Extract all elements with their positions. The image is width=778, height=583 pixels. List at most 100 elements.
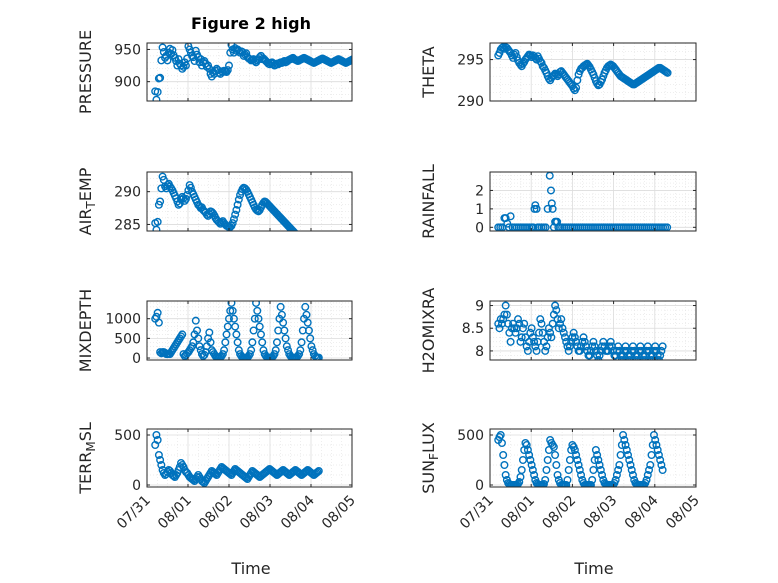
axes-box	[146, 42, 353, 102]
data-point	[247, 346, 256, 355]
data-point	[250, 314, 259, 323]
y-axis-label: H2OMIXRA	[419, 288, 438, 374]
data-point	[228, 219, 237, 228]
data-point	[547, 333, 556, 342]
data-point	[558, 324, 567, 333]
data-point	[654, 451, 663, 460]
data-point	[248, 338, 257, 347]
data-point	[575, 466, 584, 475]
data-point	[304, 326, 313, 335]
data-point	[510, 324, 519, 333]
data-point	[514, 315, 523, 324]
data-point	[658, 466, 667, 475]
data-point	[622, 446, 631, 455]
data-point	[186, 183, 195, 192]
data-point	[657, 461, 666, 470]
data-point	[306, 334, 315, 343]
data-point	[153, 217, 162, 226]
data-point	[546, 328, 555, 337]
data-point	[254, 314, 263, 323]
data-point	[290, 228, 298, 231]
data-point	[646, 461, 655, 470]
data-point	[517, 333, 526, 342]
data-point	[589, 337, 598, 346]
data-point	[255, 322, 264, 331]
data-points	[494, 43, 672, 95]
data-point	[584, 61, 593, 70]
grid	[489, 171, 697, 232]
data-point	[496, 431, 505, 440]
data-point	[656, 456, 665, 465]
data-point	[640, 356, 649, 360]
data-point	[551, 451, 560, 460]
data-points	[151, 431, 323, 487]
data-point	[572, 83, 581, 92]
data-point	[153, 436, 162, 445]
data-points	[494, 301, 667, 360]
data-point	[231, 322, 240, 331]
data-point	[520, 319, 529, 328]
data-point	[564, 346, 573, 355]
y-tick-label: 1	[475, 202, 484, 218]
y-tick-label: 900	[114, 75, 141, 91]
y-axis-label: SUNFLUX	[419, 422, 441, 494]
y-tick-label: 500	[114, 331, 141, 347]
y-tick-label: 500	[114, 428, 141, 444]
data-point	[178, 330, 187, 339]
subplot-5: 0 500 1000 MIXDEPTH	[76, 289, 353, 372]
data-point	[271, 346, 280, 355]
data-point	[617, 356, 626, 360]
data-point	[282, 342, 291, 351]
data-point	[563, 476, 572, 485]
data-point	[522, 441, 531, 450]
y-tick-label: 9	[475, 299, 484, 315]
data-point	[625, 356, 634, 360]
data-point	[541, 476, 550, 485]
data-point	[536, 315, 545, 324]
data-point	[560, 333, 569, 342]
data-point	[280, 326, 289, 335]
data-point	[590, 342, 599, 351]
data-point	[302, 467, 311, 476]
data-point	[256, 330, 265, 339]
data-point	[168, 46, 177, 55]
y-tick-label: 0	[132, 351, 141, 367]
data-point	[599, 337, 608, 346]
data-point	[348, 55, 352, 64]
data-point	[553, 471, 562, 480]
data-point	[537, 319, 546, 328]
data-point	[233, 200, 242, 209]
data-point	[308, 470, 317, 479]
data-point	[591, 446, 600, 455]
data-point	[652, 441, 661, 450]
data-point	[616, 451, 625, 460]
data-point	[232, 330, 241, 339]
data-point	[554, 324, 563, 333]
data-point	[152, 431, 161, 440]
data-point	[570, 333, 579, 342]
data-point	[224, 314, 233, 323]
data-point	[586, 481, 595, 487]
data-point	[163, 56, 172, 65]
data-point	[258, 338, 267, 347]
data-point	[152, 225, 161, 231]
y-tick-label: 290	[114, 185, 141, 201]
data-point	[626, 461, 635, 470]
data-point	[233, 338, 242, 347]
data-point	[199, 352, 208, 360]
data-point	[645, 466, 654, 475]
data-point	[643, 471, 652, 480]
data-point	[526, 456, 535, 465]
data-point	[228, 306, 237, 315]
data-point	[658, 342, 667, 351]
data-point	[647, 356, 656, 360]
data-point	[153, 308, 162, 317]
data-point	[657, 346, 666, 355]
data-point	[593, 451, 602, 460]
data-point	[528, 466, 537, 475]
data-point	[277, 467, 286, 476]
data-point	[598, 471, 607, 480]
data-point	[580, 337, 589, 346]
y-axis-label: THETA	[419, 46, 438, 98]
